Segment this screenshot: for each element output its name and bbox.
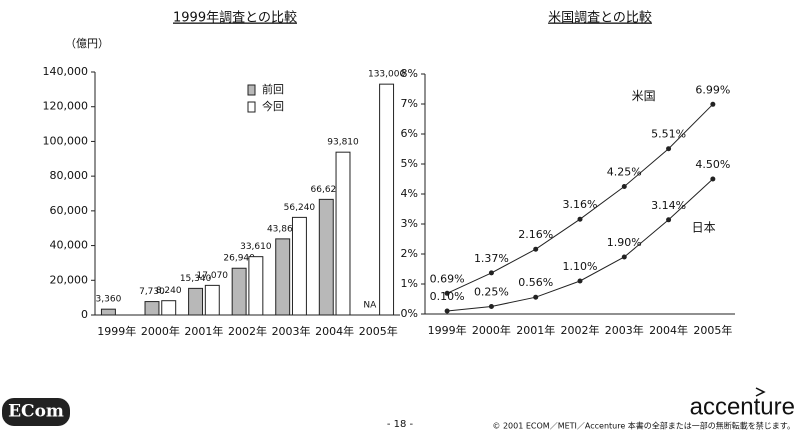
value-label: 66,620 <box>311 185 343 195</box>
y-tick-label: 8% <box>401 67 418 80</box>
bar <box>379 83 395 316</box>
bar <box>291 216 307 316</box>
x-tick-label: 2002年 <box>561 323 600 337</box>
y-tick-label: 100,000 <box>43 134 89 147</box>
line <box>447 178 714 312</box>
x-tick-label: 2001年 <box>516 323 555 337</box>
x-tick-label: 2003年 <box>272 324 311 338</box>
y-tick-label: 0% <box>401 307 418 320</box>
x-tick-label: 2005年 <box>359 324 398 338</box>
x-tick-label: 2001年 <box>184 324 223 338</box>
y-tick-label: 0 <box>81 308 88 321</box>
y-tick-label: 3% <box>401 217 418 230</box>
value-label: 17,070 <box>197 271 229 281</box>
x-tick-label: 2000年 <box>472 323 511 337</box>
bar <box>248 256 264 316</box>
x-tick-label: 2002年 <box>228 324 267 338</box>
y-tick-label: 5% <box>401 157 418 170</box>
y-tick-label: 20,000 <box>50 273 89 286</box>
value-label: 4.25% <box>607 166 642 179</box>
value-label: 0.25% <box>474 286 509 299</box>
value-label: 26,940 <box>223 254 255 264</box>
bar <box>231 267 247 316</box>
x-tick-label: 1999年 <box>97 324 136 338</box>
value-label: 33,610 <box>240 242 272 252</box>
y-tick-label: 2% <box>401 247 418 260</box>
line <box>446 103 714 294</box>
page-number: - 18 - <box>387 419 414 430</box>
value-label: 3.16% <box>563 198 598 211</box>
legend-swatch <box>247 84 256 96</box>
value-label: 3.14% <box>651 199 686 212</box>
value-label: 2.16% <box>518 228 553 241</box>
value-label: 7,730 <box>139 287 165 297</box>
value-label: 1.10% <box>563 260 598 273</box>
logo-text: ECom <box>8 402 64 422</box>
value-label: 8,240 <box>156 286 182 296</box>
value-label: 43,860 <box>267 224 299 234</box>
series-label: 米国 <box>632 89 656 103</box>
value-label: 1.37% <box>474 252 509 265</box>
bar <box>318 198 334 316</box>
x-tick-label: 2004年 <box>649 323 688 337</box>
y-tick-label: 120,000 <box>43 100 89 113</box>
copyright: © 2001 ECOM／METI／Accenture 本書の全部または一部の無断… <box>492 421 795 431</box>
value-label: NA <box>363 301 377 311</box>
legend-label: 今回 <box>262 99 284 113</box>
value-label: 6.99% <box>695 83 730 96</box>
chart-title: 米国調査との比較 <box>548 11 652 26</box>
value-label: 56,240 <box>284 203 316 213</box>
y-tick-label: 1% <box>401 277 418 290</box>
value-label: 93,810 <box>327 138 359 148</box>
legend-swatch <box>247 101 256 113</box>
x-tick-label: 2000年 <box>141 324 180 338</box>
bar <box>204 284 220 316</box>
value-label: 3,360 <box>96 295 122 305</box>
y-tick-label: 140,000 <box>43 65 89 78</box>
y-tick-label: 60,000 <box>50 204 89 217</box>
value-label: 0.10% <box>430 290 465 303</box>
brand-mark <box>755 387 766 397</box>
x-tick-label: 2003年 <box>605 323 644 337</box>
y-tick-label: 80,000 <box>50 169 89 182</box>
x-tick-label: 2005年 <box>693 323 732 337</box>
legend-label: 前回 <box>262 82 284 96</box>
y-tick-label: 6% <box>401 127 418 140</box>
x-tick-label: 2004年 <box>315 324 354 338</box>
value-label: 4.50% <box>695 158 730 171</box>
y-tick-label: 7% <box>401 97 418 110</box>
bar <box>275 238 291 316</box>
bar <box>100 308 116 316</box>
value-label: 0.69% <box>430 272 465 285</box>
y-tick-label: 40,000 <box>50 239 89 252</box>
x-tick-label: 1999年 <box>428 323 467 337</box>
bar <box>161 300 177 316</box>
value-label: 133,000 <box>368 70 405 80</box>
y-tick-label: 4% <box>401 187 418 200</box>
bar <box>335 151 351 316</box>
series-label: 日本 <box>692 220 716 234</box>
bar <box>188 287 204 316</box>
value-label: 15,340 <box>180 274 212 284</box>
chart-title: 1999年調査との比較 <box>173 11 297 26</box>
logo: ECom <box>2 398 70 426</box>
value-label: 1.90% <box>607 236 642 249</box>
value-label: 5.51% <box>651 128 686 141</box>
value-label: 0.56% <box>518 276 553 289</box>
brand: accenture <box>690 393 795 420</box>
bar <box>144 301 160 316</box>
unit-label: （億円） <box>65 37 109 50</box>
